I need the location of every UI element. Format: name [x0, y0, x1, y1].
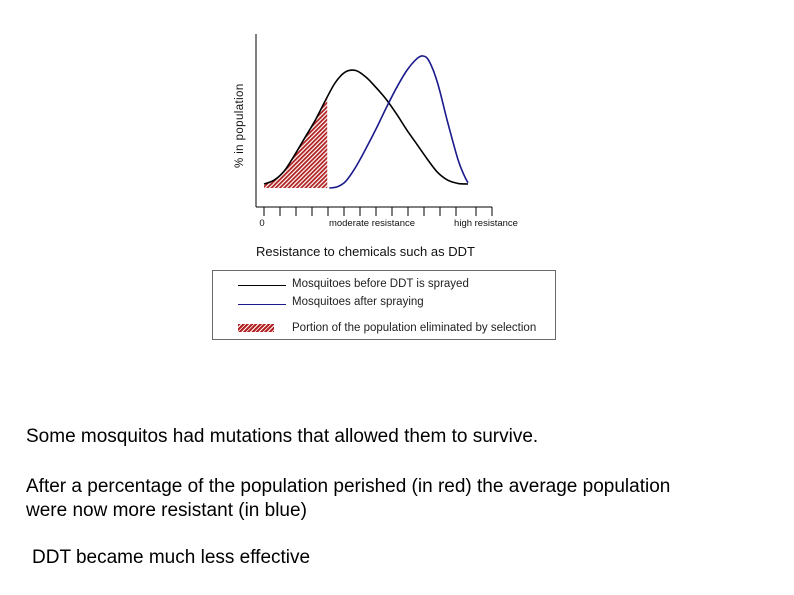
- legend-label-after: Mosquitoes after spraying: [292, 296, 424, 308]
- caption-line-2: After a percentage of the population per…: [26, 476, 671, 497]
- series-line-before: [263, 69, 469, 185]
- legend-item-eliminated: Portion of the population eliminated by …: [213, 321, 555, 339]
- x-tick-label-2: high resistance: [454, 218, 518, 229]
- series-line-after: [329, 55, 469, 189]
- x-axis-label: Resistance to chemicals such as DDT: [256, 244, 475, 259]
- legend-label-eliminated: Portion of the population eliminated by …: [292, 322, 537, 334]
- x-tick-label-0: 0: [259, 218, 264, 229]
- legend-box: Mosquitoes before DDT is sprayed Mosquit…: [212, 270, 556, 340]
- legend-swatch-after: [238, 304, 286, 305]
- x-tick-label-1: moderate resistance: [329, 218, 415, 229]
- legend-swatch-eliminated: [238, 324, 274, 332]
- resistance-chart: 0 moderate resistance high resistance % in…: [234, 34, 518, 259]
- caption-line-1: Some mosquitos had mutations that allowe…: [26, 426, 539, 447]
- legend-item-after: Mosquitoes after spraying: [213, 295, 555, 313]
- y-axis-label: % in population: [234, 83, 246, 168]
- legend-label-before: Mosquitoes before DDT is sprayed: [292, 278, 469, 290]
- caption-line-4: DDT became much less effective: [32, 547, 311, 568]
- legend-item-before: Mosquitoes before DDT is sprayed: [213, 277, 555, 295]
- eliminated-region: [264, 97, 328, 188]
- caption-line-3: were now more resistant (in blue): [26, 500, 307, 521]
- legend-swatch-before: [238, 285, 286, 286]
